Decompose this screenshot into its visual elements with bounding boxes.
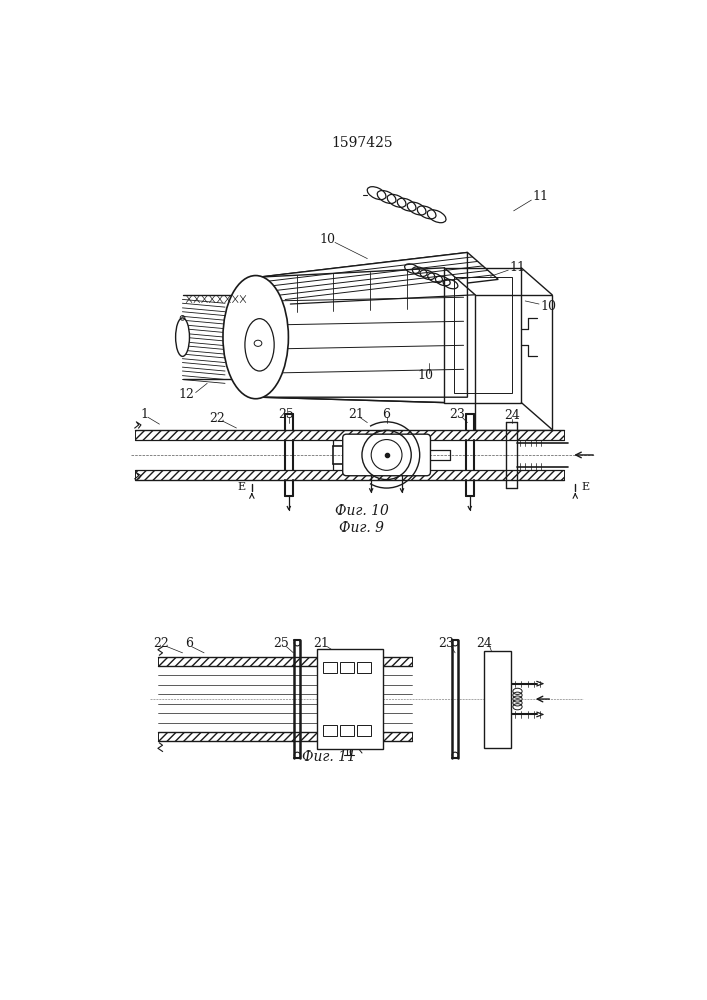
Text: Фиг. 10: Фиг. 10 <box>335 504 389 518</box>
Text: 24: 24 <box>504 409 520 422</box>
Bar <box>324 662 337 673</box>
Bar <box>135 430 563 440</box>
Bar <box>340 662 354 673</box>
Text: 21: 21 <box>348 408 363 421</box>
FancyBboxPatch shape <box>343 434 431 476</box>
Ellipse shape <box>223 276 288 399</box>
Ellipse shape <box>175 318 189 356</box>
Text: 6: 6 <box>185 637 193 650</box>
Text: 6: 6 <box>382 408 390 421</box>
Text: 25: 25 <box>273 637 289 650</box>
Text: 11: 11 <box>510 261 526 274</box>
Polygon shape <box>259 252 498 304</box>
Text: E: E <box>581 482 590 492</box>
Text: 24: 24 <box>477 637 492 650</box>
Bar <box>135 470 563 480</box>
Text: 12: 12 <box>178 388 194 401</box>
Text: 22: 22 <box>209 412 225 425</box>
Text: 10: 10 <box>541 300 556 313</box>
Bar <box>324 725 337 736</box>
Text: 23: 23 <box>450 408 465 421</box>
Text: 10: 10 <box>320 233 335 246</box>
Text: 23: 23 <box>438 637 454 650</box>
Text: Фиг. 9: Фиг. 9 <box>339 521 385 535</box>
Polygon shape <box>259 252 467 397</box>
Text: 1: 1 <box>140 408 148 421</box>
Text: 10: 10 <box>417 369 433 382</box>
Bar <box>484 651 511 748</box>
Text: 25: 25 <box>279 408 294 421</box>
Bar <box>357 662 371 673</box>
Bar <box>158 732 412 741</box>
Bar <box>340 725 354 736</box>
Bar <box>357 725 371 736</box>
Bar <box>158 657 412 666</box>
Text: 11: 11 <box>533 190 549 204</box>
Bar <box>317 649 382 749</box>
Text: 21: 21 <box>313 637 329 650</box>
Text: Фиг. 11: Фиг. 11 <box>302 750 356 764</box>
Text: 22: 22 <box>153 637 169 650</box>
Text: E: E <box>238 482 246 492</box>
Text: 1597425: 1597425 <box>331 136 393 150</box>
